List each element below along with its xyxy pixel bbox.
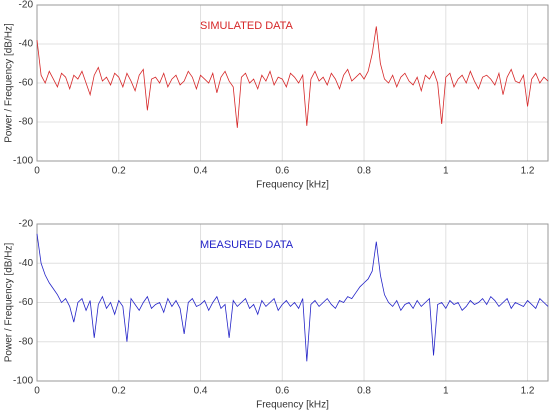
x-axis-label: Frequency [kHz] [256, 180, 329, 191]
x-axis-label: Frequency [kHz] [256, 400, 329, 411]
data-line [36, 26, 549, 128]
axes-box [36, 4, 549, 162]
x-tick-label: 0.6 [275, 166, 289, 177]
y-axis-label: Power / Frequency [dB/Hz] [4, 23, 15, 143]
x-tick-label: 1 [443, 386, 449, 397]
x-tick-label: 0.4 [194, 386, 208, 397]
y-tick-label: -100 [13, 376, 33, 387]
y-tick-label: -80 [19, 117, 34, 128]
x-tick-label: 1.2 [521, 386, 535, 397]
x-tick-label: 0 [34, 386, 40, 397]
annotation: SIMULATED DATA [200, 20, 294, 32]
x-tick-label: 0.8 [357, 166, 371, 177]
annotation: MEASURED DATA [200, 239, 294, 251]
y-tick-label: -40 [19, 39, 34, 50]
y-tick-label: -100 [13, 156, 33, 167]
data-line [36, 233, 549, 362]
y-tick-label: -80 [19, 336, 34, 347]
x-tick-label: 0.2 [112, 166, 126, 177]
x-tick-label: 0.4 [194, 166, 208, 177]
y-tick-label: -60 [19, 297, 34, 308]
axes-box [36, 223, 549, 382]
x-tick-label: 1 [443, 166, 449, 177]
y-tick-label: -60 [19, 78, 34, 89]
x-tick-label: 0.2 [112, 386, 126, 397]
x-tick-label: 1.2 [521, 166, 535, 177]
y-tick-label: -20 [19, 0, 34, 11]
x-tick-label: 0 [34, 166, 40, 177]
x-tick-label: 0.8 [357, 386, 371, 397]
y-axis-label: Power / Frequency [dB/Hz] [4, 243, 15, 363]
y-tick-label: -40 [19, 258, 34, 269]
x-tick-label: 0.6 [275, 386, 289, 397]
y-tick-label: -20 [19, 219, 34, 230]
